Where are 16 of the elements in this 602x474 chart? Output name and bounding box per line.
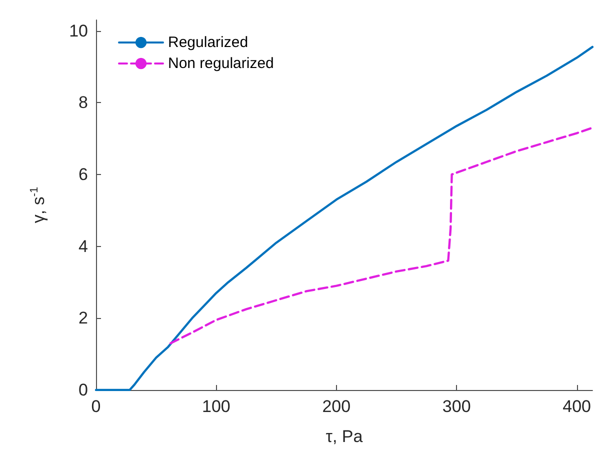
legend-label: Non regularized bbox=[168, 55, 274, 72]
y-tick-label: 10 bbox=[69, 21, 88, 40]
y-tick-label: 0 bbox=[78, 380, 88, 400]
x-tick-label: 0 bbox=[91, 397, 101, 416]
x-tick-label: 100 bbox=[202, 397, 230, 416]
legend-label: Regularized bbox=[168, 34, 248, 51]
line-series bbox=[169, 126, 594, 344]
y-tick-label: 2 bbox=[78, 308, 88, 328]
x-axis-title: τ, Pa bbox=[326, 427, 364, 446]
y-tick-label: 6 bbox=[78, 164, 88, 184]
x-tick-label: 300 bbox=[442, 397, 471, 416]
y-axis-title: γ, s-1 bbox=[28, 186, 48, 224]
y-tick-label: 8 bbox=[78, 93, 88, 112]
y-tick-label: 4 bbox=[78, 236, 88, 256]
x-tick-label: 200 bbox=[322, 397, 351, 416]
x-tick-label: 400 bbox=[562, 397, 592, 416]
